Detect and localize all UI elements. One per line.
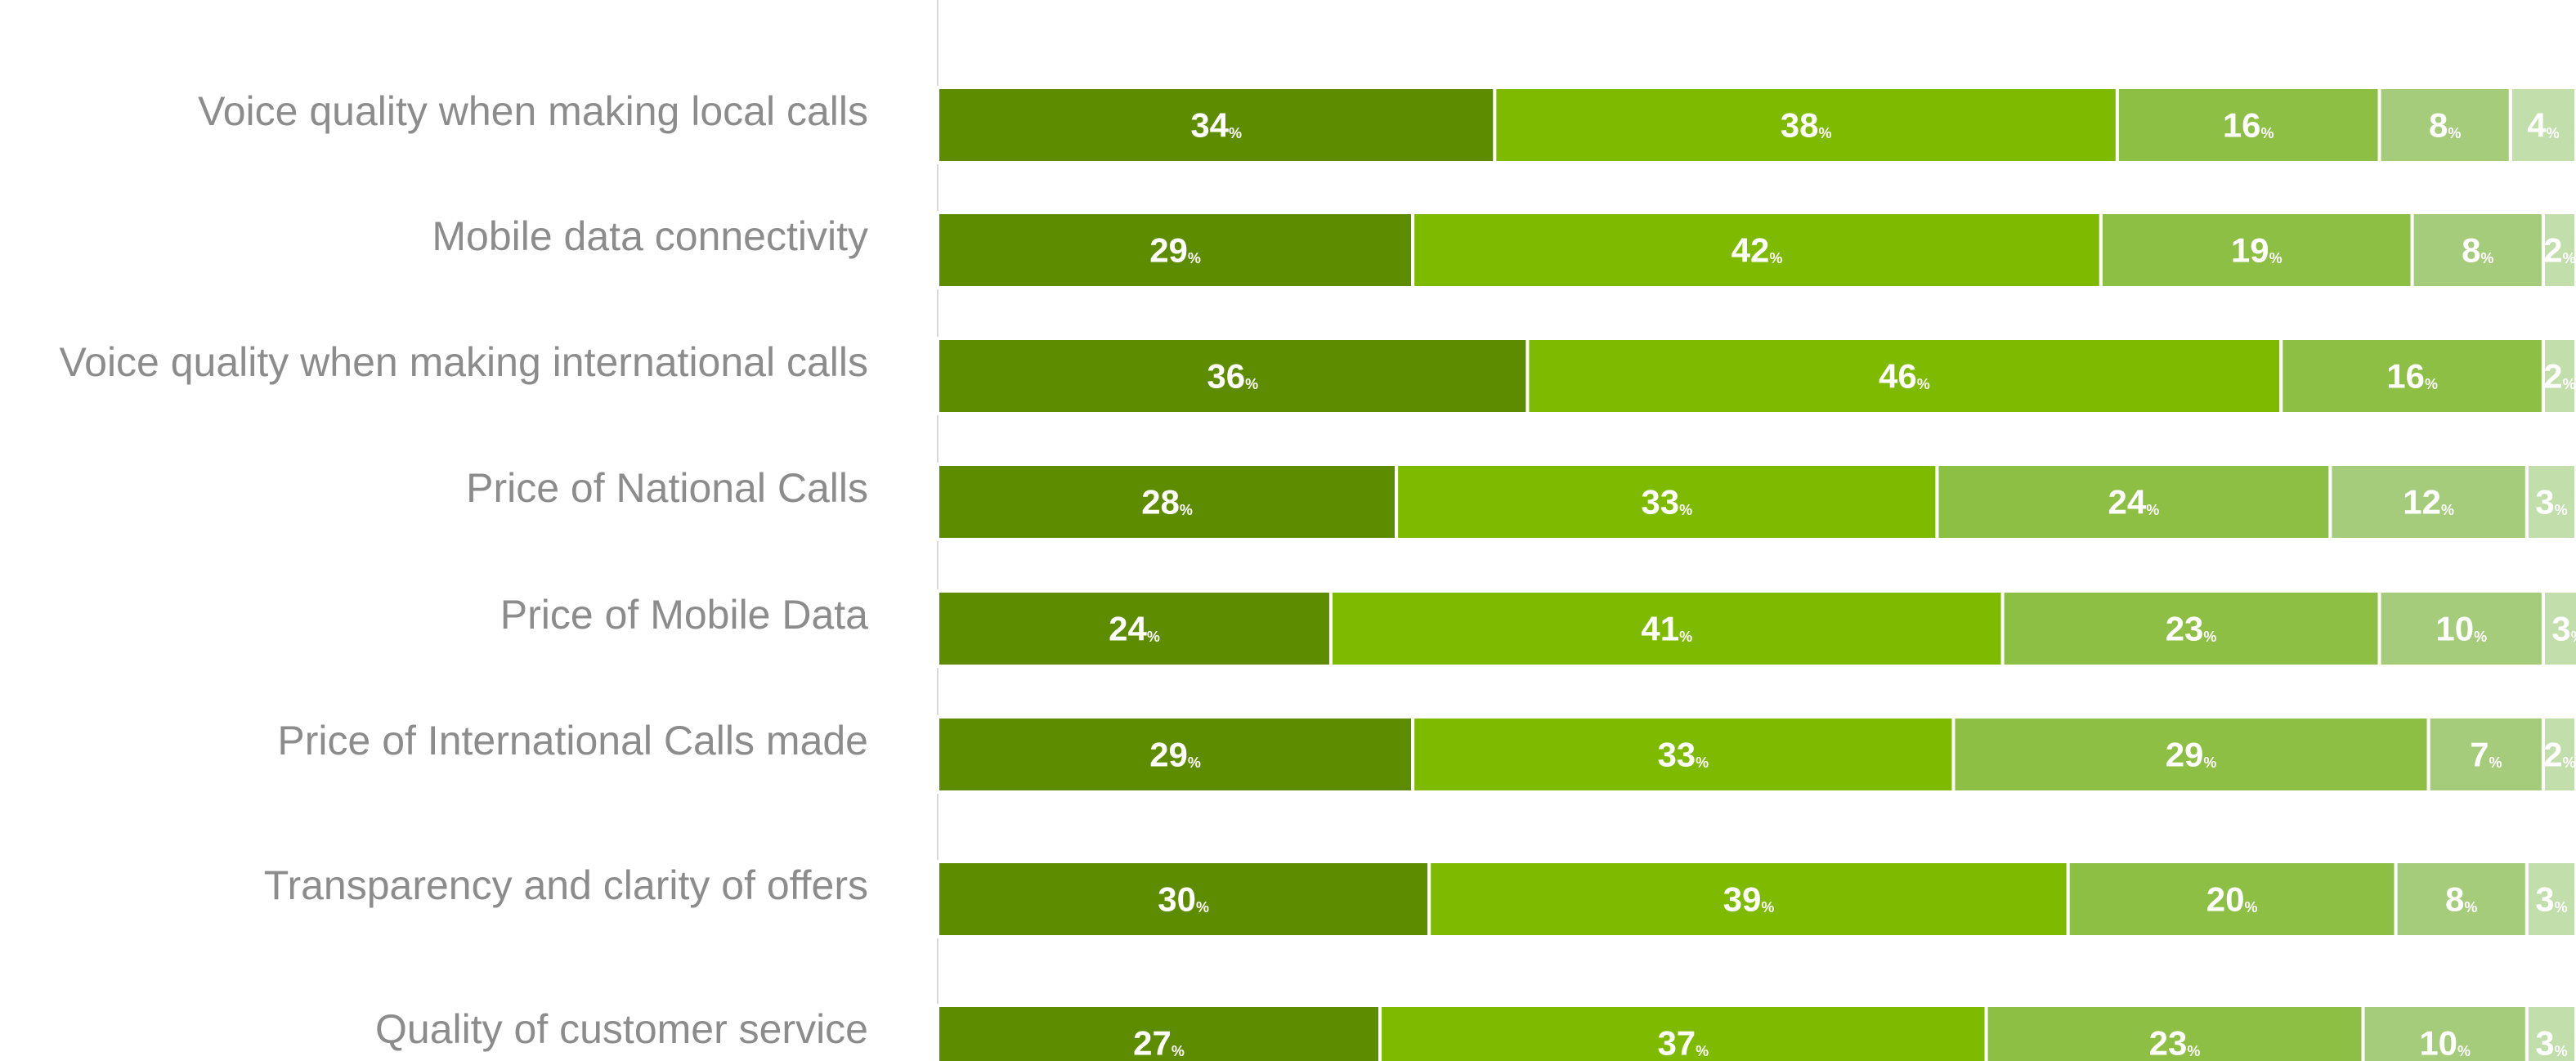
bar-segment — [1395, 463, 1939, 541]
bar-segment — [1525, 337, 2283, 415]
value-label: 29% — [1149, 231, 1201, 270]
value-label: 23% — [2166, 610, 2217, 648]
bar-segment — [2541, 589, 2576, 668]
bar-segment — [936, 715, 1415, 794]
value-labels: 34% 38% 16% 8% 4%29% 42% 19% 8% 2%36% 46% 16% 2%28%… — [1109, 106, 2576, 1061]
bar-segment — [936, 1004, 1382, 1061]
bar-segment — [2524, 860, 2576, 938]
bar-segment — [1378, 1004, 1988, 1061]
bar-segment — [1493, 86, 2119, 164]
bar-segment — [2524, 463, 2576, 541]
category-label: Mobile data connectivity — [432, 213, 868, 259]
category-label: Quality of customer service — [375, 1006, 868, 1052]
value-label: 4% — [2527, 106, 2559, 145]
bar-segment — [2066, 860, 2398, 938]
bar-segment — [1328, 589, 2005, 668]
bar-segment — [2426, 715, 2545, 794]
bar-segment — [1984, 1004, 2365, 1061]
category-label: Voice quality when making international … — [60, 339, 868, 385]
bar-segment — [2377, 589, 2545, 668]
bar-segment — [936, 211, 1415, 289]
value-label: 33% — [1641, 483, 1692, 522]
category-label: Transparency and clarity of offers — [264, 862, 868, 908]
bar-segments — [936, 86, 2576, 1061]
bar-segment — [2099, 211, 2414, 289]
bar-segment — [2115, 86, 2381, 164]
category-label: Price of Mobile Data — [500, 592, 868, 638]
bar-segment — [1935, 463, 2332, 541]
bar-segment — [2000, 589, 2381, 668]
category-label: Price of International Calls made — [277, 718, 868, 763]
bar-segment — [1951, 715, 2430, 794]
category-label: Voice quality when making local calls — [198, 88, 868, 134]
category-label: Price of National Calls — [466, 465, 868, 511]
value-label: 2% — [2543, 231, 2575, 270]
value-label: 24% — [1109, 610, 1160, 648]
bar-segment — [2541, 715, 2576, 794]
bar-segment — [936, 589, 1333, 668]
bar-segment — [1411, 715, 1956, 794]
bar-segment — [2508, 86, 2576, 164]
value-label: 42% — [1732, 231, 1783, 270]
value-label: 46% — [1879, 357, 1930, 396]
value-label: 10% — [2419, 1024, 2471, 1061]
bar-segment — [936, 860, 1431, 938]
value-label: 41% — [1641, 610, 1692, 648]
category-labels: Voice quality when making local calls Mob… — [60, 88, 869, 1052]
